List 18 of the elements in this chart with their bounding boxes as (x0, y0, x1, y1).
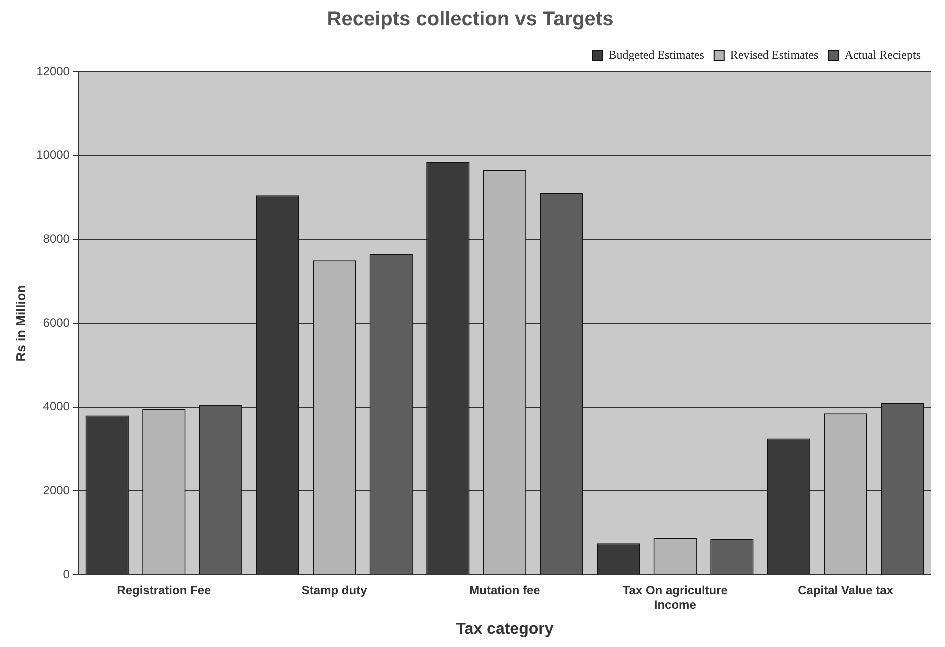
y-tick-label: 4000 (43, 400, 70, 414)
legend-label: Budgeted Estimates (608, 48, 705, 62)
y-tick-label: 6000 (43, 316, 70, 330)
y-tick-label: 12000 (36, 64, 70, 78)
y-tick-label: 8000 (43, 232, 70, 246)
y-tick-label: 0 (63, 567, 70, 582)
x-tick-label: Stamp duty (302, 584, 368, 598)
legend-label: Revised Estimates (730, 48, 820, 62)
x-tick-label: Registration Fee (117, 584, 212, 598)
chart-title: Receipts collection vs Targets (327, 8, 614, 31)
y-tick-label: 2000 (43, 483, 70, 498)
x-tick-label: Capital Value tax (798, 584, 894, 598)
x-tick-label: Mutation fee (470, 584, 541, 598)
y-tick-label: 10000 (36, 148, 70, 162)
x-tick-label: Tax On agriculture Income (622, 584, 728, 612)
y-axis-title: Rs in Million (13, 285, 28, 362)
legend-label: Actual Reciepts (844, 48, 922, 62)
x-axis-title: Tax category (456, 620, 554, 638)
